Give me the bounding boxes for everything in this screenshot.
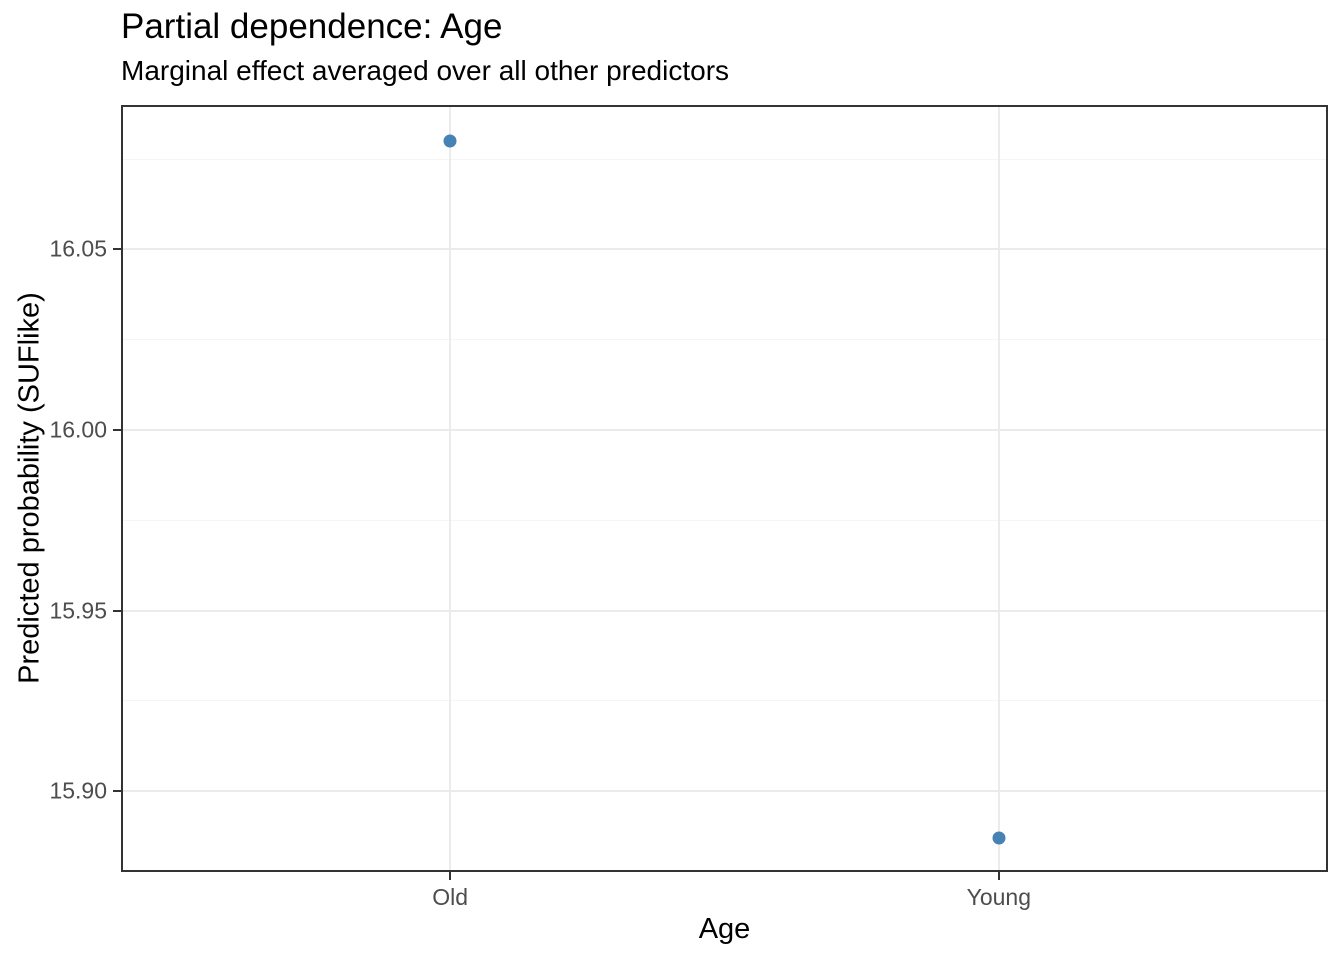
y-tick-mark xyxy=(113,248,121,251)
y-tick-label: 15.90 xyxy=(49,777,107,804)
x-tick-label: Old xyxy=(432,884,469,910)
data-point xyxy=(992,831,1006,845)
gridline-minor xyxy=(121,158,1328,160)
y-tick-mark xyxy=(113,609,121,612)
gridline-minor xyxy=(121,519,1328,521)
chart-title: Partial dependence: Age xyxy=(121,7,503,46)
x-tick-mark xyxy=(997,872,1000,880)
chart-subtitle: Marginal effect averaged over all other … xyxy=(121,55,730,86)
gridline-major-vertical xyxy=(449,105,452,872)
gridline-major xyxy=(121,248,1328,251)
gridline-minor xyxy=(121,700,1328,702)
gridline-major xyxy=(121,609,1328,612)
x-tick-label: Young xyxy=(966,884,1032,910)
y-tick-mark xyxy=(113,790,121,793)
x-axis-title: Age xyxy=(698,913,751,945)
data-point xyxy=(443,134,457,148)
gridline-major xyxy=(121,790,1328,793)
gridline-minor xyxy=(121,339,1328,341)
y-tick-mark xyxy=(113,429,121,431)
y-tick-label: 16.05 xyxy=(49,235,107,262)
gridline-major-vertical xyxy=(997,105,1000,872)
y-axis-title: Predicted probability (SUFlike) xyxy=(13,292,46,684)
plot-panel xyxy=(121,105,1328,872)
y-tick-label: 15.95 xyxy=(49,597,107,624)
gridline-major xyxy=(121,429,1328,431)
y-tick-label: 16.00 xyxy=(49,416,107,443)
x-tick-mark xyxy=(449,872,452,880)
